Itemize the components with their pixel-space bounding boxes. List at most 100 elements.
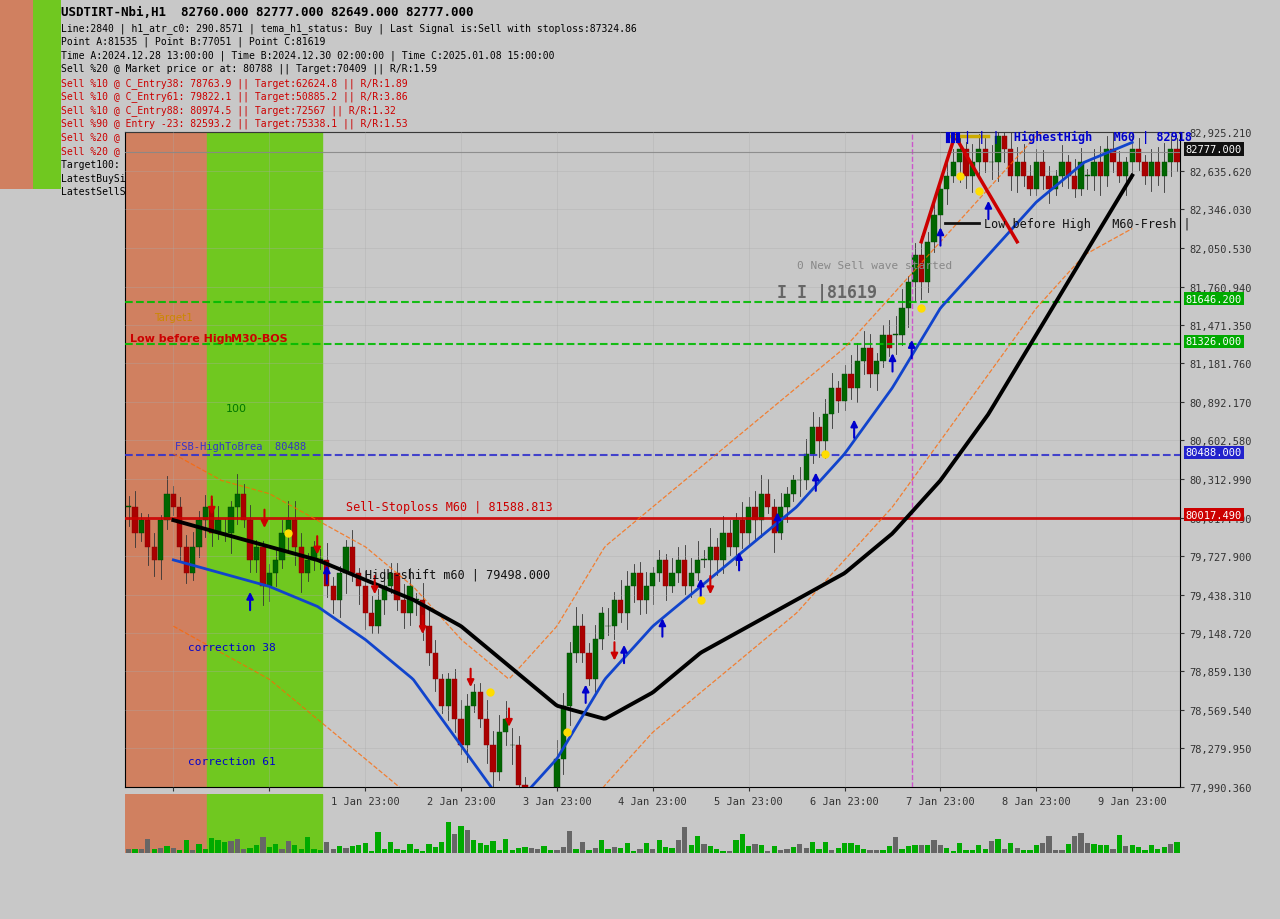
Text: High-shift m60 | 79498.000: High-shift m60 | 79498.000 [365, 569, 550, 582]
Text: LatestSellSignalTime:2025.01.08 02:00:00: LatestSellSignalTime:2025.01.08 02:00:00 [61, 187, 297, 198]
Bar [573, 627, 579, 653]
Bar [804, 848, 809, 853]
Bar [1116, 835, 1123, 853]
Bar [548, 850, 553, 853]
Bar [778, 507, 783, 534]
Bar [324, 561, 329, 586]
Bar [1098, 845, 1103, 853]
Bar [1105, 845, 1110, 853]
Bar [1021, 850, 1027, 853]
Bar [362, 586, 367, 613]
Bar [420, 600, 425, 627]
Bar [637, 849, 643, 853]
Bar [772, 507, 777, 534]
Bar [1092, 163, 1097, 176]
Bar [874, 850, 879, 853]
Bar [919, 255, 924, 282]
Bar [708, 846, 713, 853]
Bar [452, 679, 457, 720]
Bar [1073, 176, 1078, 189]
Text: Sell %20 @ Market price or at: 80788 || Target:70409 || R/R:1.59: Sell %20 @ Market price or at: 80788 || … [61, 64, 438, 74]
Bar [1060, 163, 1065, 176]
Bar [945, 176, 950, 189]
Bar [618, 600, 623, 613]
Bar [509, 850, 515, 853]
Bar [765, 494, 771, 507]
Bar [881, 850, 886, 853]
Bar [157, 520, 164, 561]
Bar [593, 848, 598, 853]
Bar [810, 428, 815, 454]
Bar [458, 826, 463, 853]
Bar [330, 849, 335, 853]
Bar [465, 830, 470, 853]
Bar [932, 840, 937, 853]
Bar [829, 849, 835, 853]
Bar [983, 150, 988, 163]
Bar [817, 849, 822, 853]
Bar [484, 845, 489, 853]
Bar [215, 520, 220, 534]
Bar [913, 255, 918, 282]
Bar [925, 243, 931, 282]
Bar [1161, 163, 1167, 176]
Text: Sell-Stoploss M60 | 81588.813: Sell-Stoploss M60 | 81588.813 [346, 500, 553, 513]
Bar [388, 842, 393, 853]
Bar [529, 848, 534, 853]
Bar [612, 846, 617, 853]
Bar [125, 849, 132, 853]
Bar [138, 520, 145, 534]
Bar [164, 494, 170, 520]
Bar [1053, 176, 1059, 189]
Bar [151, 849, 157, 853]
Bar [247, 520, 252, 561]
Bar [842, 843, 847, 853]
Bar [887, 846, 892, 853]
Bar [490, 745, 495, 772]
Bar [650, 573, 655, 586]
Bar [132, 507, 138, 534]
Bar [893, 837, 899, 853]
Bar [740, 520, 745, 534]
Bar [580, 627, 585, 653]
Bar [0, 0, 33, 190]
Bar [221, 842, 227, 853]
Text: correction 61: correction 61 [188, 756, 275, 766]
Bar [842, 375, 847, 402]
Bar [433, 653, 438, 679]
Bar [529, 825, 534, 865]
Bar [266, 846, 271, 853]
Bar [439, 679, 444, 706]
Bar [369, 613, 374, 627]
Bar [1015, 163, 1020, 176]
Bar [279, 849, 284, 853]
Bar [881, 335, 886, 362]
Bar [207, 133, 323, 787]
Bar [1148, 845, 1155, 853]
Bar [836, 388, 841, 402]
Bar [733, 520, 739, 547]
Bar [906, 846, 911, 853]
Text: I I |81619: I I |81619 [777, 284, 878, 302]
Bar [445, 822, 451, 853]
Text: 81646.200: 81646.200 [1185, 295, 1242, 304]
Bar [253, 547, 259, 561]
Bar [132, 848, 138, 853]
Bar [209, 838, 214, 853]
Bar [605, 849, 611, 853]
Bar [957, 843, 963, 853]
Bar [593, 640, 598, 679]
Bar [849, 375, 854, 388]
Bar [375, 832, 380, 853]
Bar [554, 759, 559, 811]
Bar [170, 494, 177, 507]
Bar [337, 846, 342, 853]
Bar [573, 849, 579, 853]
Bar [1079, 163, 1084, 189]
Bar [522, 847, 527, 853]
Bar [1161, 847, 1167, 853]
Bar [913, 845, 918, 853]
Bar [849, 843, 854, 853]
Bar [1174, 150, 1180, 163]
Bar [189, 850, 195, 853]
